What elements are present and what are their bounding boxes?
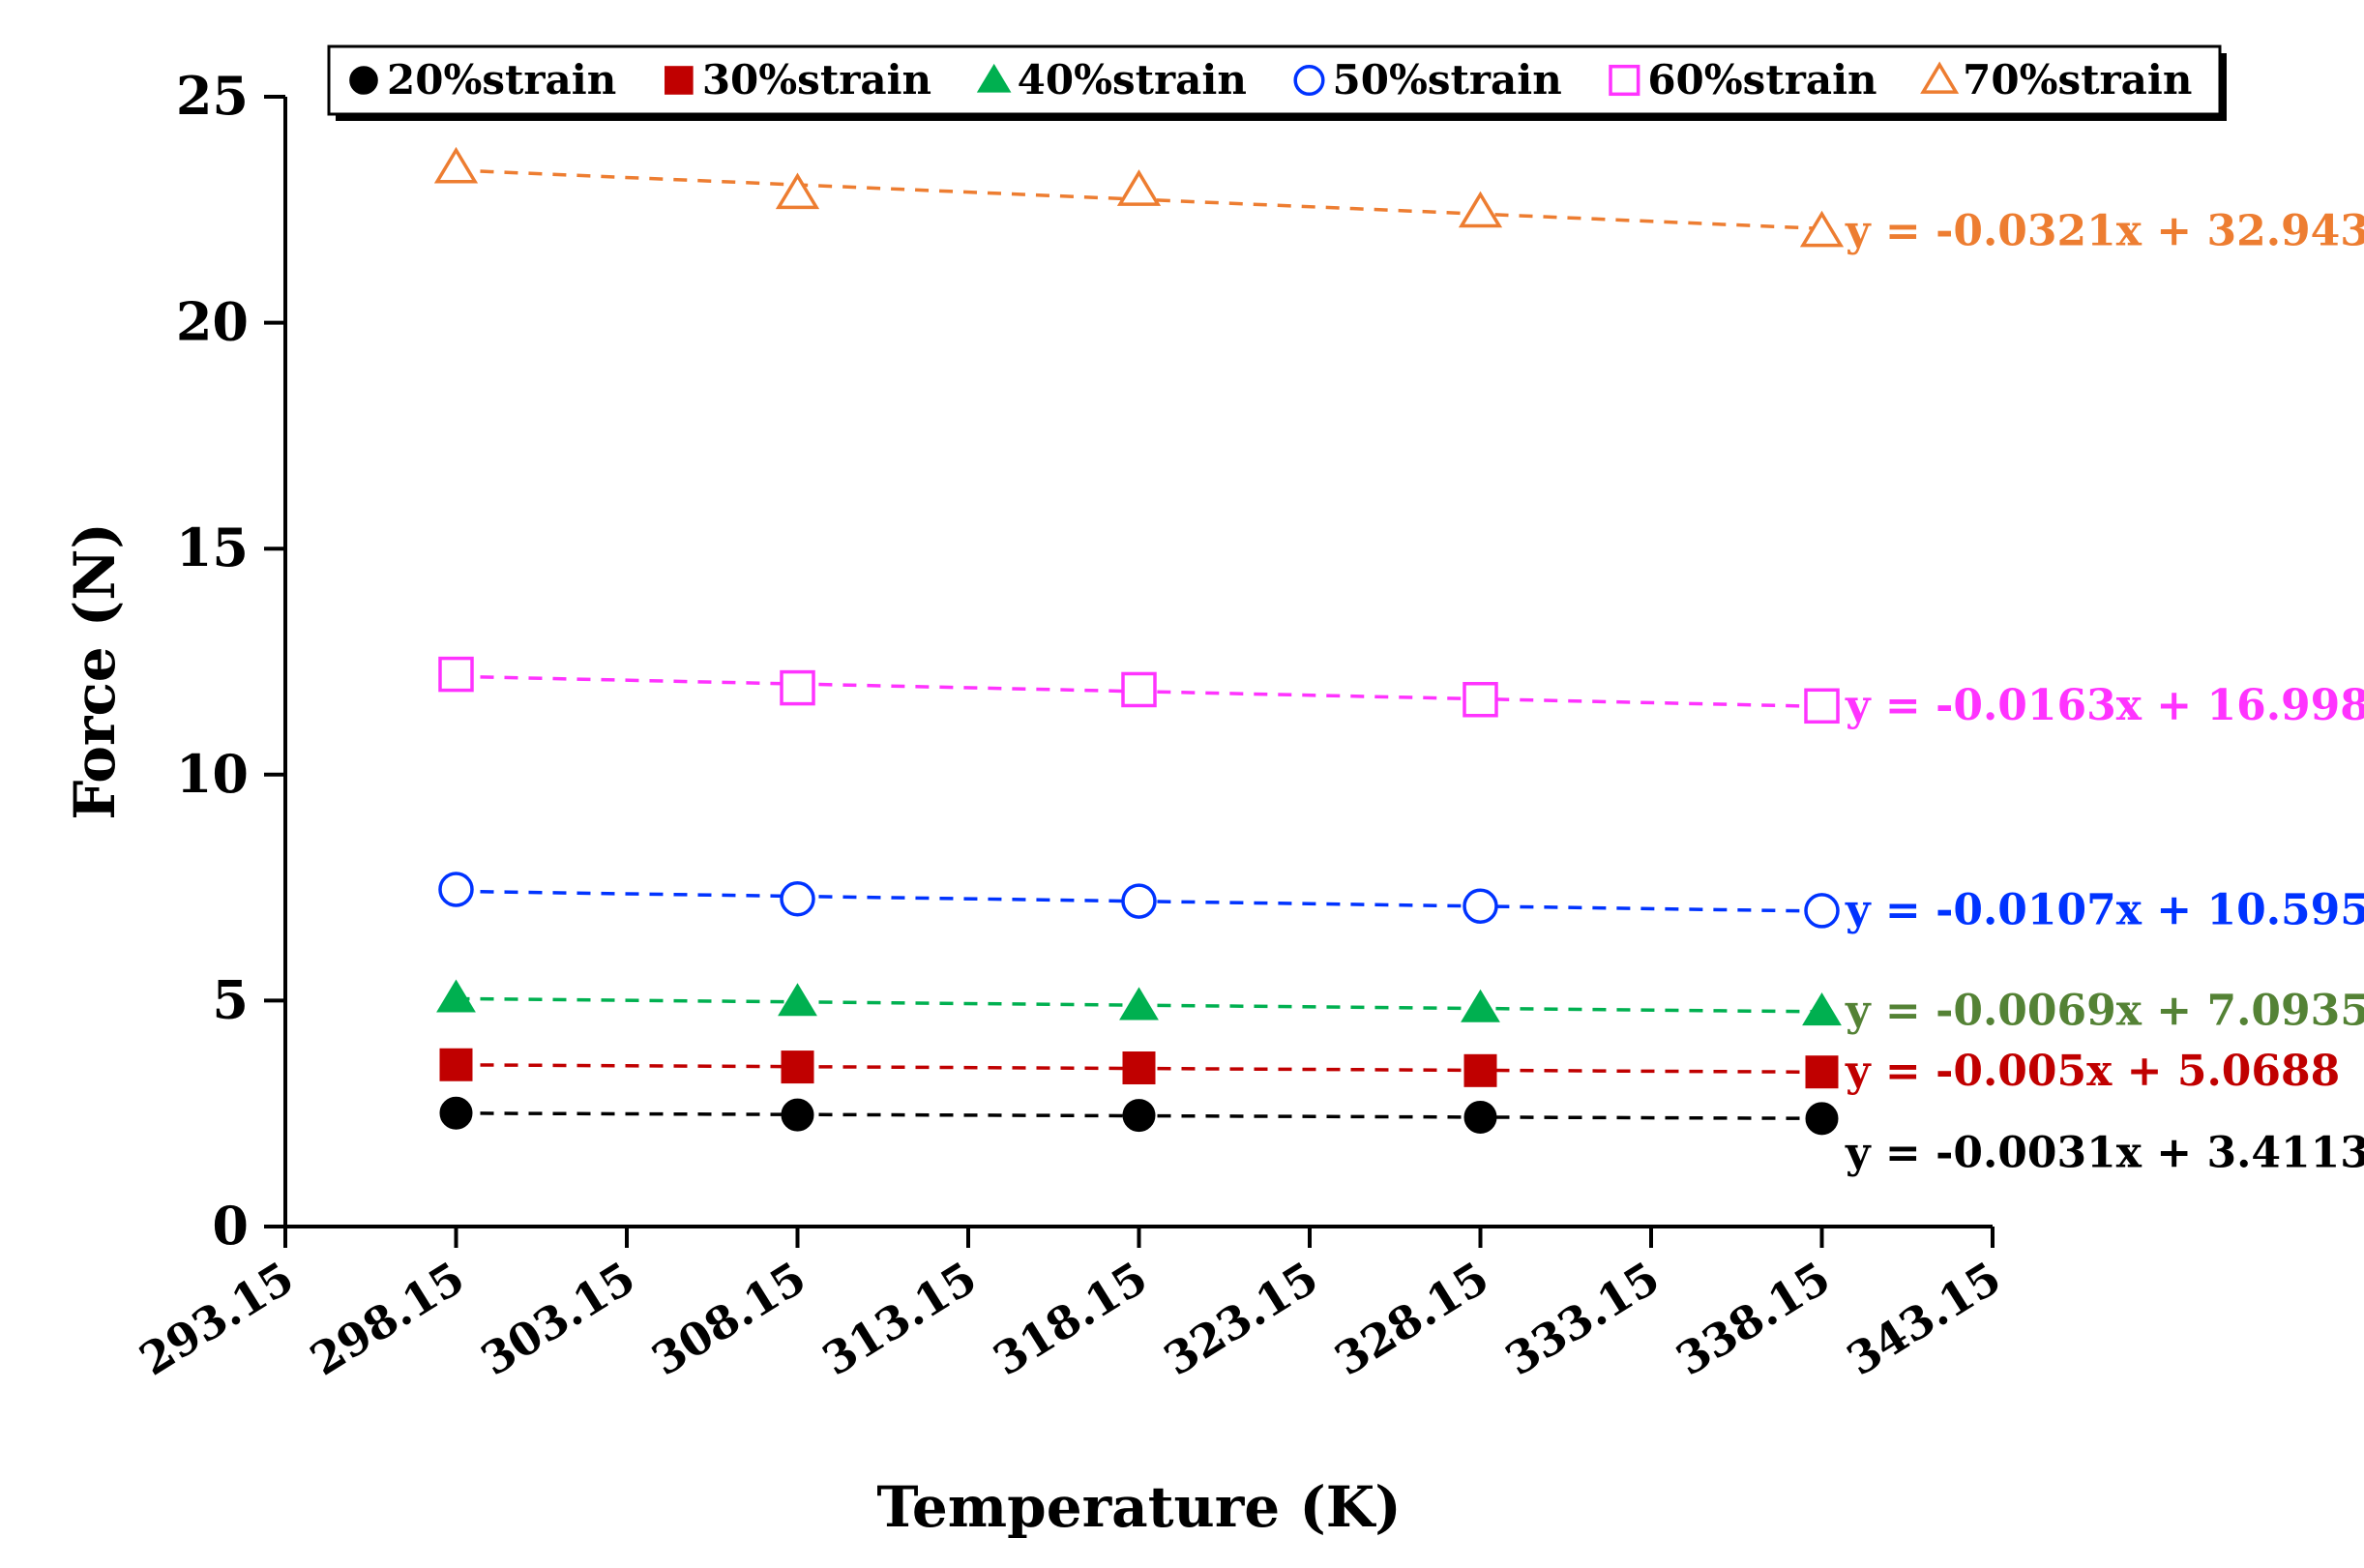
legend-marker bbox=[1920, 61, 1960, 94]
x-tick-label: 338.15 bbox=[1667, 1252, 1839, 1386]
data-point bbox=[1804, 893, 1840, 929]
data-point bbox=[1116, 169, 1162, 206]
legend-label: 30%strain bbox=[702, 56, 931, 104]
y-tick-label: 10 bbox=[176, 743, 249, 805]
x-tick-label: 298.15 bbox=[301, 1252, 473, 1386]
x-tick-label: 343.15 bbox=[1838, 1252, 2010, 1386]
data-point bbox=[1119, 987, 1159, 1021]
y-tick-label: 15 bbox=[176, 517, 249, 578]
legend: 20%strain 30%strain 40%strain 50%strain 60%s… bbox=[327, 44, 2227, 121]
data-point bbox=[775, 172, 820, 210]
legend-box bbox=[327, 44, 2222, 116]
data-point bbox=[1802, 992, 1842, 1026]
data-point bbox=[781, 1050, 814, 1084]
data-point bbox=[439, 1048, 473, 1081]
data-point bbox=[778, 983, 817, 1017]
data-point bbox=[1122, 1051, 1156, 1085]
data-point bbox=[1799, 210, 1845, 248]
series-layer: y = -0.0031x + 3.4113 y = -0.005x + 5.068… bbox=[433, 146, 2364, 1177]
x-tick-label: 303.15 bbox=[472, 1252, 644, 1386]
data-point bbox=[1121, 671, 1157, 708]
legend-label: 60%strain bbox=[1647, 56, 1876, 104]
trendline-equation: y = -0.0107x + 10.595 bbox=[1845, 885, 2364, 934]
data-point bbox=[438, 872, 474, 907]
data-point bbox=[1122, 1099, 1156, 1133]
legend-label: 50%strain bbox=[1333, 56, 1562, 104]
x-tick-label: 308.15 bbox=[642, 1252, 814, 1386]
y-axis-title: Force (N) bbox=[62, 522, 128, 820]
x-tick-label: 323.15 bbox=[1155, 1252, 1327, 1386]
legend-label: 40%strain bbox=[1018, 56, 1247, 104]
series-70-strain: y = -0.0321x + 32.943 bbox=[433, 146, 2364, 256]
series-50-strain: y = -0.0107x + 10.595 bbox=[438, 872, 2364, 934]
trendline-equation: y = -0.0031x + 3.4113 bbox=[1845, 1128, 2364, 1177]
trendline-equation: y = -0.0321x + 32.943 bbox=[1845, 207, 2364, 256]
data-point bbox=[1463, 888, 1498, 925]
y-tick-label: 20 bbox=[176, 291, 249, 353]
data-point bbox=[780, 669, 815, 706]
data-point bbox=[1804, 688, 1840, 725]
data-point bbox=[1121, 883, 1157, 919]
data-point bbox=[436, 979, 476, 1013]
data-point bbox=[1458, 191, 1503, 228]
legend-label: 70%strain bbox=[1963, 56, 2192, 104]
series-60-strain: y = -0.0163x + 16.998 bbox=[438, 656, 2364, 730]
data-point bbox=[433, 146, 479, 184]
data-point bbox=[439, 1096, 473, 1130]
y-tick-label: 25 bbox=[176, 65, 249, 127]
x-tick-label: 318.15 bbox=[984, 1252, 1156, 1386]
x-tick-label: 328.15 bbox=[1325, 1252, 1497, 1386]
series-40-strain: y = -0.0069x + 7.0935 bbox=[436, 979, 2364, 1036]
trendline-equation: y = -0.0163x + 16.998 bbox=[1845, 681, 2364, 730]
legend-marker bbox=[349, 66, 378, 95]
legend-label: 20%strain bbox=[387, 56, 616, 104]
series-30-strain: y = -0.005x + 5.0688 bbox=[439, 1047, 2340, 1096]
data-point bbox=[1805, 1102, 1839, 1136]
legend-marker bbox=[665, 66, 694, 95]
data-point bbox=[1805, 1055, 1839, 1089]
x-tick-label: 313.15 bbox=[813, 1252, 986, 1386]
axes-layer: 0 5 10 15 20 25 293.15298.15303.15308.15313.15… bbox=[131, 65, 2010, 1386]
x-tick-label: 333.15 bbox=[1496, 1252, 1669, 1386]
series-20-strain: y = -0.0031x + 3.4113 bbox=[439, 1096, 2364, 1177]
legend-marker bbox=[1293, 64, 1325, 97]
legend-marker bbox=[976, 63, 1012, 93]
legend-marker bbox=[1609, 64, 1640, 97]
data-point bbox=[1463, 1100, 1497, 1134]
trendline-equation: y = -0.005x + 5.0688 bbox=[1845, 1047, 2340, 1096]
data-point bbox=[781, 1098, 814, 1132]
trendline-equation: y = -0.0069x + 7.0935 bbox=[1845, 987, 2364, 1036]
x-tick-label: 293.15 bbox=[131, 1252, 303, 1386]
data-point bbox=[438, 656, 474, 693]
data-point bbox=[1463, 681, 1498, 718]
y-tick-label: 0 bbox=[212, 1195, 249, 1257]
y-tick-label: 5 bbox=[212, 968, 249, 1030]
data-point bbox=[1461, 989, 1500, 1022]
data-point bbox=[780, 881, 815, 917]
x-axis-title: Temperature (K) bbox=[876, 1474, 1401, 1540]
data-point bbox=[1463, 1053, 1497, 1087]
